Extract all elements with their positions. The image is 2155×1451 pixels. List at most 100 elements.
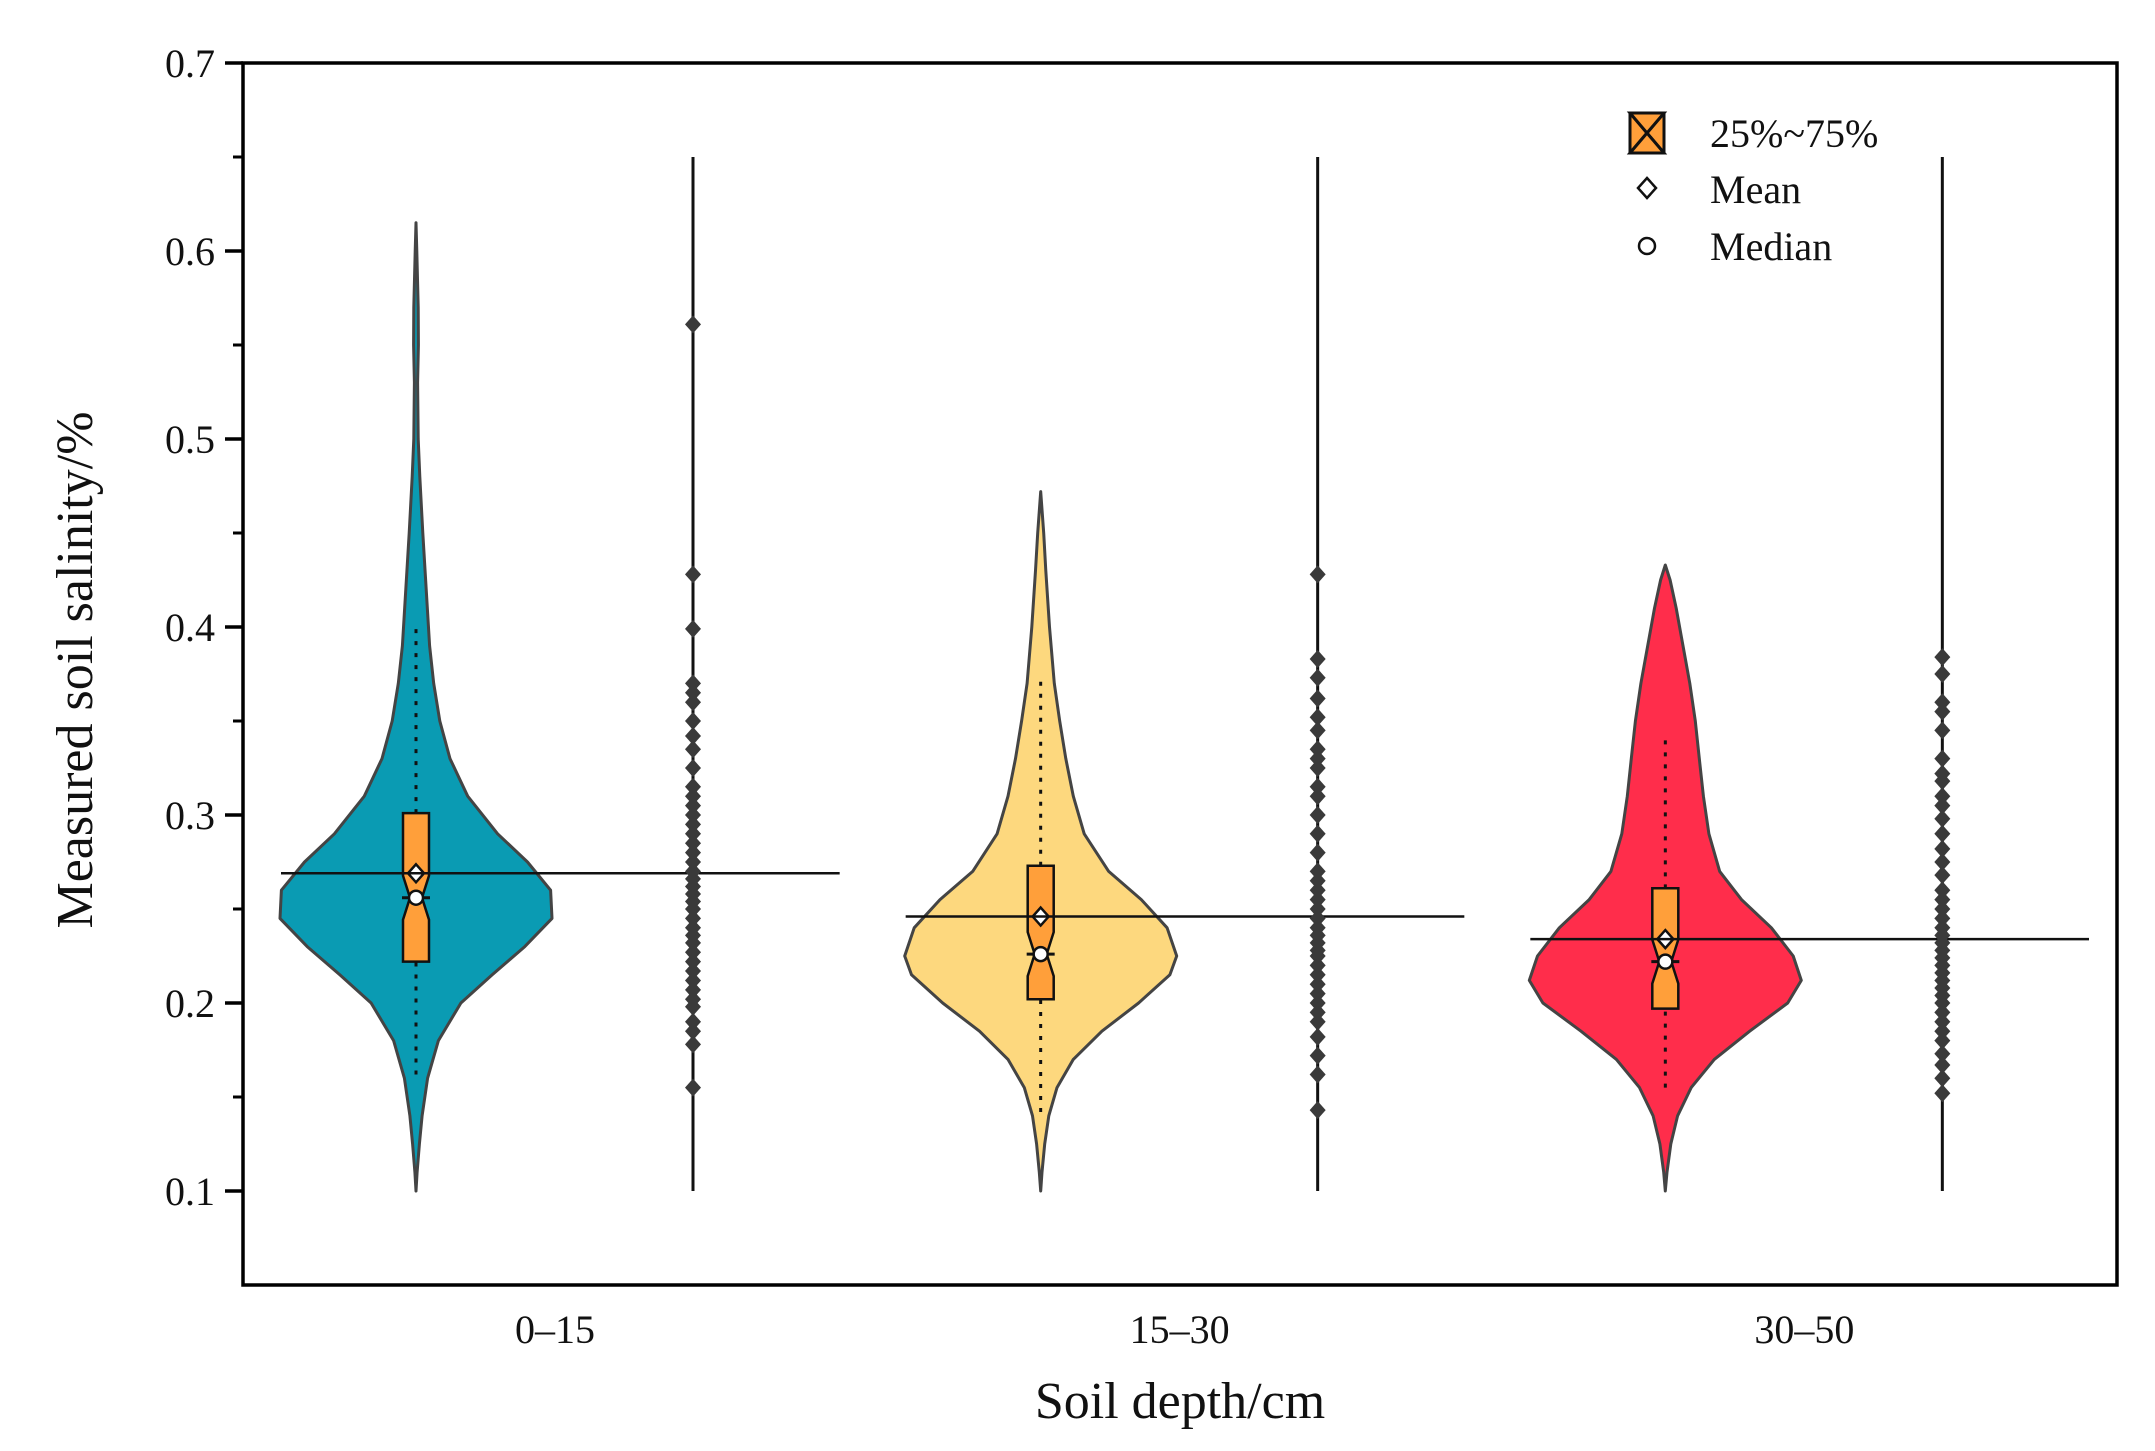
- data-point: [685, 1022, 701, 1041]
- data-point: [1934, 749, 1951, 768]
- data-point: [1934, 824, 1951, 843]
- data-point: [1309, 1003, 1326, 1022]
- y-tick-label: 0.4: [165, 605, 215, 650]
- data-point: [1309, 965, 1326, 984]
- legend-mean-label: Mean: [1710, 167, 1801, 212]
- data-point: [1309, 1065, 1326, 1084]
- x-axis: 0–15 15–30 30–50: [515, 1307, 1854, 1352]
- data-point: [1934, 1012, 1951, 1031]
- data-point: [1934, 702, 1951, 721]
- data-point: [685, 824, 701, 843]
- data-point: [685, 777, 701, 796]
- y-tick-label: 0.6: [165, 229, 215, 274]
- y-tick-label: 0.2: [165, 981, 215, 1026]
- y-tick-label: 0.1: [165, 1169, 215, 1214]
- data-point: [685, 565, 701, 584]
- x-tick-label: 15–30: [1130, 1307, 1230, 1352]
- data-point: [685, 740, 701, 759]
- data-point: [1309, 721, 1326, 740]
- data-point: [1934, 809, 1951, 828]
- data-point: [1309, 824, 1326, 843]
- data-point: [1309, 777, 1326, 796]
- y-tick-label: 0.5: [165, 417, 215, 462]
- data-point: [685, 980, 701, 999]
- legend-box-symbol: [1626, 111, 1668, 155]
- data-point: [1934, 1044, 1951, 1063]
- data-point: [1934, 890, 1951, 909]
- violin-group-3: [1527, 157, 2089, 1193]
- data-point: [1309, 1012, 1326, 1031]
- data-point: [1309, 806, 1326, 824]
- data-point: [1934, 900, 1951, 918]
- iqr-box: [401, 811, 431, 963]
- data-point: [1309, 918, 1326, 937]
- data-point: [685, 971, 701, 990]
- data-point: [1309, 862, 1326, 881]
- data-point: [685, 990, 701, 1009]
- data-point: [685, 834, 701, 853]
- data-point: [1934, 1003, 1951, 1022]
- data-point: [685, 1035, 701, 1054]
- data-point: [1309, 994, 1326, 1012]
- data-point: [685, 727, 701, 746]
- data-point: [685, 619, 701, 638]
- data-point: [685, 918, 701, 937]
- data-point: [1934, 853, 1951, 871]
- data-point: [1934, 839, 1951, 858]
- data-point: [685, 862, 701, 881]
- violin-group-2: [903, 157, 1465, 1193]
- data-point: [1934, 918, 1951, 937]
- data-point: [1309, 740, 1326, 759]
- violins-layer: [278, 157, 2089, 1193]
- x-tick-label: 30–50: [1754, 1307, 1854, 1352]
- data-point: [1309, 900, 1326, 918]
- data-point: [1934, 909, 1951, 928]
- x-axis-title: Soil depth/cm: [1035, 1373, 1325, 1430]
- data-point: [1309, 649, 1326, 668]
- data-point: [1309, 787, 1326, 806]
- data-point: [1309, 1046, 1326, 1065]
- data-point: [1934, 1056, 1951, 1075]
- data-point: [1309, 708, 1326, 727]
- median-marker: [1032, 945, 1049, 963]
- violin-shape: [1527, 563, 1803, 1193]
- data-point: [1934, 787, 1951, 806]
- iqr-box: [1026, 864, 1055, 1001]
- data-point: [1309, 759, 1326, 777]
- data-point: [685, 759, 701, 777]
- data-point: [685, 952, 701, 971]
- y-tick-label: 0.7: [165, 41, 215, 86]
- data-point: [1934, 693, 1951, 712]
- data-point: [1309, 890, 1326, 909]
- data-point: [1934, 721, 1951, 740]
- legend-median-label: Median: [1710, 224, 1832, 269]
- data-point: [1934, 764, 1951, 783]
- data-point: [1309, 565, 1326, 584]
- median-marker: [407, 889, 425, 906]
- data-point: [1309, 975, 1326, 994]
- plot-frame: [241, 61, 2119, 1287]
- data-point: [685, 806, 701, 824]
- data-point: [1934, 796, 1951, 815]
- data-point: [685, 815, 701, 834]
- data-point: [1934, 881, 1951, 900]
- data-point: [1309, 881, 1326, 900]
- data-point: [1934, 1031, 1951, 1050]
- data-point: [1934, 1069, 1951, 1088]
- legend: 25%~75% Mean Median: [1626, 111, 1878, 269]
- data-point: [685, 712, 701, 730]
- data-point: [685, 315, 701, 334]
- data-point: [685, 683, 701, 702]
- data-point: [1934, 648, 1951, 667]
- data-point: [685, 1012, 701, 1031]
- data-point: [1309, 1101, 1326, 1120]
- data-point: [1934, 866, 1951, 885]
- data-point: [685, 853, 701, 871]
- data-point: [1309, 1027, 1326, 1046]
- x-tick-label: 0–15: [515, 1307, 595, 1352]
- data-point: [685, 962, 701, 981]
- data-point: [685, 943, 701, 962]
- data-point: [685, 843, 701, 862]
- data-point: [685, 674, 701, 693]
